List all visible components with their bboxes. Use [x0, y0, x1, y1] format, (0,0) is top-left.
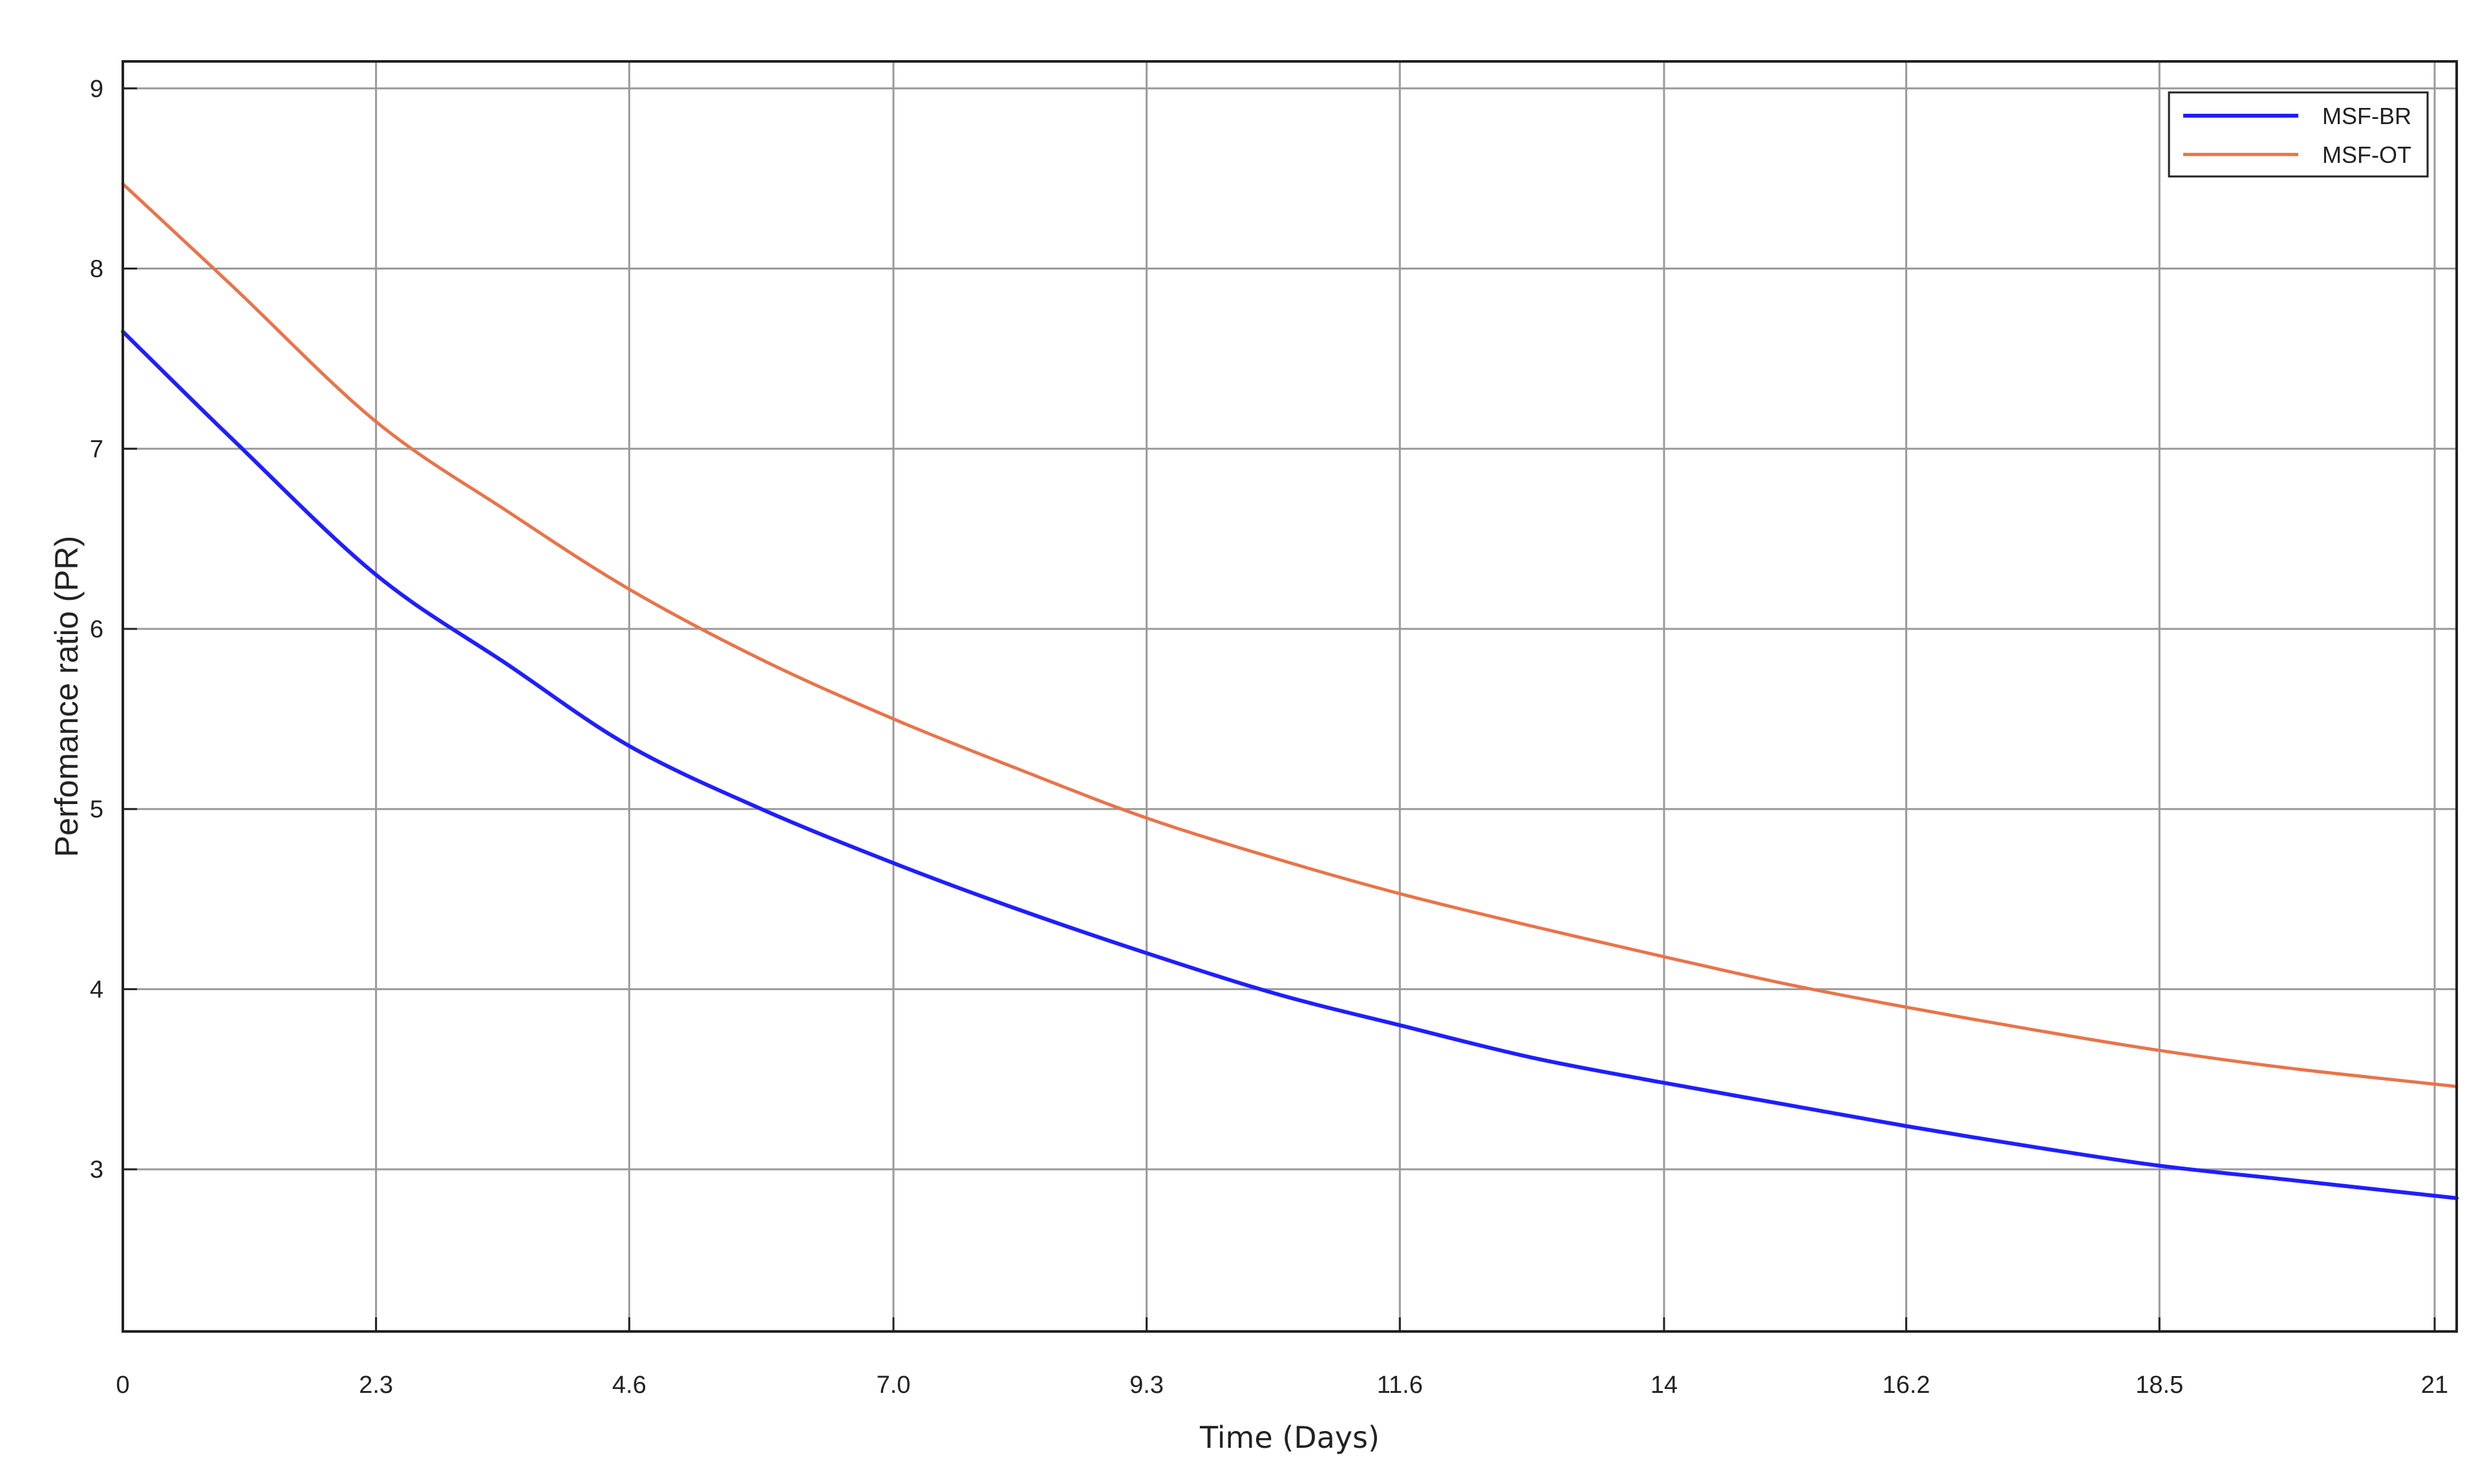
- y-tick-label: 9: [90, 76, 103, 103]
- x-tick-label: 18.5: [2135, 1372, 2183, 1399]
- x-tick-label: 9.3: [1129, 1372, 1164, 1399]
- y-tick-label: 8: [90, 256, 103, 283]
- legend[interactable]: MSF-BR MSF-OT: [2168, 91, 2429, 178]
- x-tick-label: 14: [1650, 1372, 1678, 1399]
- series-lines: [121, 182, 2459, 1200]
- y-tick-label: 4: [90, 976, 103, 1003]
- legend-label: MSF-BR: [2322, 103, 2411, 129]
- y-axis-ticks: 3 4 5 6 7 8 9: [90, 76, 137, 1183]
- y-tick-label: 3: [90, 1156, 103, 1183]
- legend-label: MSF-OT: [2322, 142, 2411, 168]
- series-line-msf-ot: [121, 182, 2459, 1088]
- x-axis-title: Time (Days): [1199, 1420, 1380, 1455]
- x-axis-ticks: 0 2.3 4.6 7.0 9.3 11.6 14 16.2 18.5 21: [116, 1317, 2448, 1399]
- x-tick-label: 2.3: [359, 1372, 393, 1399]
- x-tick-label: 0: [116, 1372, 129, 1399]
- y-tick-label: 6: [90, 616, 103, 643]
- x-tick-label: 21: [2421, 1372, 2448, 1399]
- x-tick-label: 16.2: [1883, 1372, 1930, 1399]
- plot-frame: [122, 60, 2458, 1333]
- x-tick-label: 7.0: [877, 1372, 911, 1399]
- series-line-msf-br: [121, 330, 2459, 1200]
- grid-lines: [122, 61, 2457, 1331]
- y-axis-title: Perfomance ratio (PR): [48, 536, 85, 857]
- x-tick-label: 11.6: [1377, 1372, 1423, 1399]
- legend-box: [2168, 91, 2429, 178]
- x-tick-label: 4.6: [612, 1372, 646, 1399]
- y-tick-label: 7: [90, 436, 103, 463]
- plot-area: [123, 61, 2457, 1331]
- y-tick-label: 5: [90, 796, 103, 823]
